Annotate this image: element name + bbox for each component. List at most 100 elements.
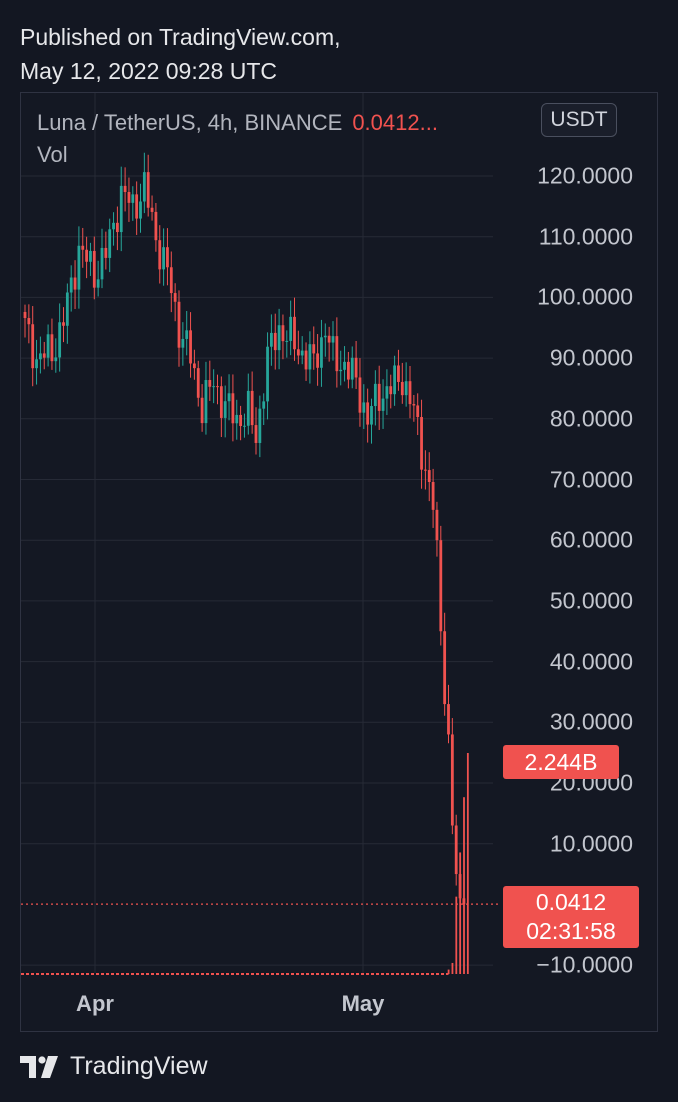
candle-body	[92, 250, 96, 288]
candle-body	[343, 361, 346, 370]
candle-body	[250, 390, 254, 426]
price-axis-tick: 100.0000	[537, 283, 633, 310]
candle-body	[216, 386, 219, 388]
candle-body	[327, 335, 331, 343]
candle-body	[323, 335, 327, 338]
price-axis-tick: 60.0000	[549, 526, 633, 553]
brand-name: TradingView	[70, 1052, 208, 1080]
candle-body	[262, 401, 266, 409]
candle-body	[331, 336, 335, 343]
volume-bar	[466, 753, 469, 974]
candle-body	[362, 402, 366, 413]
candle-body	[339, 369, 343, 372]
candle-body	[35, 359, 38, 369]
candle-body	[169, 267, 173, 294]
candle-body	[73, 277, 77, 290]
candle-body	[219, 386, 223, 418]
candle-body	[366, 402, 370, 425]
candle-body	[335, 336, 339, 372]
candle-body	[281, 325, 285, 342]
footer-brand[interactable]: TradingView	[20, 1052, 208, 1081]
candle-body	[231, 393, 235, 424]
candle-body	[239, 414, 242, 427]
candle-body	[435, 509, 439, 541]
candle-body	[412, 404, 416, 406]
candle-body	[104, 247, 108, 258]
published-info: Published on TradingView.com, May 12, 20…	[20, 20, 341, 88]
candle-body	[50, 334, 54, 362]
chart-canvas[interactable]	[21, 93, 658, 1032]
price-axis-tick: 80.0000	[549, 405, 633, 432]
candle-body	[385, 386, 389, 399]
candle-body	[320, 337, 323, 368]
candle-body	[373, 383, 377, 407]
candle-body	[23, 311, 27, 319]
candle-body	[81, 245, 85, 250]
candle-body	[77, 245, 81, 290]
candle-body	[439, 540, 443, 632]
candle-body	[293, 316, 296, 350]
candle-body	[65, 292, 69, 326]
candle-body	[127, 192, 131, 203]
candle-body	[377, 383, 381, 411]
price-axis-tick: −10.0000	[536, 951, 633, 978]
candle-body	[258, 408, 262, 443]
candle-body	[69, 277, 73, 293]
volume-tag: 2.244B	[503, 745, 619, 779]
volume-bar	[455, 896, 458, 974]
candle-body	[246, 390, 250, 426]
candle-body	[58, 322, 62, 358]
candle-body	[300, 350, 304, 356]
candle-body	[235, 414, 239, 424]
volume-bar	[447, 969, 450, 974]
candle-body	[189, 330, 192, 364]
candle-body	[42, 353, 46, 358]
candle-body	[177, 301, 181, 348]
time-axis-tick: May	[341, 991, 385, 1016]
candle-body	[46, 334, 50, 358]
symbol-label[interactable]: Luna / TetherUS, 4h, BINANCE	[37, 110, 343, 135]
candle-body	[273, 332, 277, 351]
price-axis-tick: 40.0000	[549, 648, 633, 675]
price-axis-tick: 120.0000	[537, 162, 633, 189]
candle-body	[223, 401, 227, 418]
volume-bar	[459, 852, 462, 974]
currency-button[interactable]: USDT	[541, 103, 617, 137]
candle-body	[112, 222, 115, 230]
candle-body	[100, 247, 104, 280]
candle-body	[142, 172, 146, 202]
candle-body	[131, 194, 135, 203]
volume-label[interactable]: Vol	[37, 142, 68, 167]
chart-legend: Luna / TetherUS, 4h, BINANCE 0.0412... Vo…	[37, 110, 438, 168]
candle-body	[420, 417, 423, 470]
candle-body	[196, 368, 200, 398]
candle-body	[243, 425, 246, 427]
candle-body	[358, 377, 362, 413]
price-axis-tick: 70.0000	[549, 466, 633, 492]
candle-body	[404, 381, 408, 396]
candle-body	[158, 240, 162, 270]
candle-body	[39, 353, 42, 360]
candle-body	[277, 325, 281, 351]
candle-body	[266, 346, 269, 402]
candle-body	[308, 344, 312, 370]
volume-bar	[451, 962, 454, 974]
chart-pane[interactable]: Luna / TetherUS, 4h, BINANCE 0.0412... Vo…	[20, 92, 658, 1032]
candle-body	[150, 207, 154, 212]
last-price: 0.0412	[535, 889, 607, 915]
candle-body	[424, 469, 427, 471]
candle-body	[89, 250, 92, 262]
candle-body	[200, 397, 204, 424]
candle-body	[135, 194, 139, 219]
candle-body	[296, 349, 300, 356]
legend-price: 0.0412...	[352, 110, 438, 135]
bar-countdown: 02:31:58	[526, 918, 616, 944]
candle-body	[85, 249, 88, 262]
candle-body	[154, 211, 158, 241]
candle-body	[454, 825, 458, 875]
candle-body	[31, 324, 35, 369]
candle-body	[289, 316, 293, 341]
tradingview-logo-icon	[20, 1055, 58, 1078]
candle-body	[193, 363, 196, 369]
candle-body	[397, 365, 400, 382]
